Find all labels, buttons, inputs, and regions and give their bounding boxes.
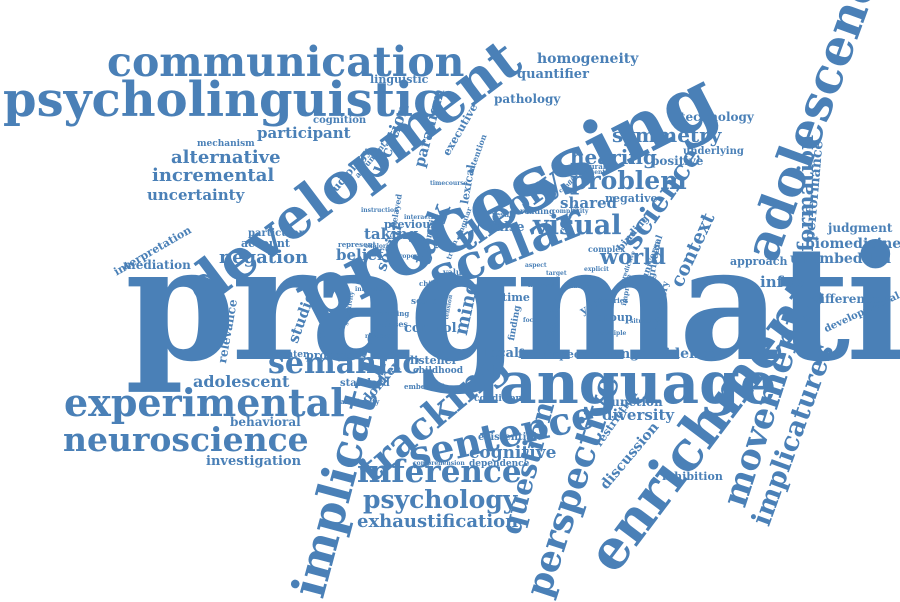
word-child: child bbox=[419, 279, 439, 288]
word-focus: focus bbox=[523, 317, 541, 324]
word-time: time bbox=[502, 291, 530, 304]
word-linguistic: linguistic bbox=[370, 73, 429, 86]
word-theories: theories bbox=[596, 296, 629, 305]
word-value: value bbox=[443, 267, 467, 277]
word-processes: processes bbox=[306, 349, 367, 362]
word-diversity: diversity bbox=[602, 406, 675, 424]
word-speech: speech bbox=[553, 348, 596, 361]
word-explicit: explicit bbox=[584, 266, 609, 273]
word-false: false bbox=[490, 220, 525, 235]
word-experiment: experiment bbox=[567, 169, 606, 176]
word-childhood: childhood bbox=[413, 366, 463, 376]
word-local: local bbox=[484, 346, 519, 361]
word-underlying: underlying bbox=[683, 146, 744, 157]
word-mediation: mediation bbox=[123, 258, 191, 272]
word-negation: negation bbox=[219, 247, 309, 268]
word-target: target bbox=[546, 270, 567, 277]
word-biomedicine: biomedicine bbox=[805, 236, 900, 252]
word-pragmatic: pragmatic bbox=[125, 212, 900, 397]
word-response: response bbox=[365, 333, 396, 340]
word-inhibition: inhibition bbox=[662, 470, 723, 483]
word-change: change bbox=[595, 347, 648, 362]
word-represent: represent bbox=[338, 240, 376, 249]
word-adolescent: adolescent bbox=[193, 372, 290, 391]
word-neuroscience: neuroscience bbox=[63, 420, 309, 459]
word-problem: problem bbox=[570, 166, 687, 195]
word-function: function bbox=[606, 395, 663, 409]
word-biases: biases bbox=[380, 319, 408, 329]
word-psychology: psychology bbox=[363, 485, 518, 514]
word-belief: belief bbox=[336, 246, 384, 264]
word-experimenter: experimenter bbox=[240, 350, 308, 360]
word-difference: difference bbox=[812, 292, 881, 306]
word-experimental: experimental bbox=[64, 380, 345, 425]
word-unembedded: unembedded bbox=[790, 251, 892, 267]
word-account: account bbox=[241, 237, 290, 250]
word-investigation: investigation bbox=[206, 454, 302, 469]
word-timecourse: timecourse bbox=[430, 180, 468, 187]
word-standard: standard bbox=[340, 378, 390, 389]
word-shared: shared bbox=[560, 194, 618, 212]
word-comprehension: comprehension bbox=[413, 460, 465, 467]
word-participant: participant bbox=[257, 124, 351, 142]
word-exploring: exploring bbox=[365, 243, 397, 250]
word-psycholinguistic: psycholinguistic bbox=[3, 72, 443, 128]
word-dependence: dependence bbox=[469, 459, 530, 469]
word-communication: communication bbox=[107, 38, 465, 86]
word-info: info bbox=[760, 273, 794, 291]
word-evidence: evidence bbox=[648, 346, 717, 362]
word-interval: interval bbox=[528, 282, 555, 289]
word-mechanism: mechanism bbox=[197, 139, 255, 149]
word-uncertainty: uncertainty bbox=[147, 186, 245, 204]
word-behavioral: behavioral bbox=[230, 415, 301, 429]
word-approach: approach bbox=[730, 255, 788, 268]
word-result: result bbox=[492, 210, 516, 219]
word-group: group bbox=[596, 311, 633, 324]
word-instruction: instruction bbox=[361, 207, 399, 214]
word-embedded: embedded bbox=[404, 382, 445, 391]
word-cognition: cognition bbox=[313, 115, 367, 126]
word-ambiguity: ambiguity bbox=[340, 397, 380, 406]
word-existential: existential bbox=[478, 432, 537, 443]
word-pathology: pathology bbox=[494, 92, 561, 106]
word-complex: complex bbox=[588, 244, 626, 254]
word-incremental: incremental bbox=[152, 165, 275, 186]
word-technology: technology bbox=[680, 110, 754, 124]
word-symmetry: symmetry bbox=[612, 123, 722, 147]
word-property: property bbox=[395, 253, 424, 260]
word-priming: priming bbox=[378, 309, 410, 318]
word-judgment: judgment bbox=[828, 221, 893, 235]
word-quantifier: quantifier bbox=[517, 67, 589, 82]
word-control: control bbox=[404, 321, 457, 336]
word-homogeneity: homogeneity bbox=[537, 51, 639, 67]
word-alternative: alternative bbox=[171, 147, 281, 168]
word-semantic: semantic bbox=[268, 346, 421, 381]
word-world: world bbox=[600, 244, 666, 269]
word-scale: scale bbox=[411, 297, 437, 307]
word-inference: inference bbox=[357, 454, 522, 490]
word-complexity: complexity bbox=[552, 208, 589, 215]
word-particular: particular bbox=[248, 228, 305, 239]
word-cognitive: cognitive bbox=[469, 443, 557, 463]
word-factor: factor bbox=[518, 347, 559, 361]
word-language: language bbox=[477, 349, 777, 417]
word-nature: nature bbox=[569, 283, 592, 290]
word-aspect: aspect bbox=[525, 262, 547, 269]
word-listener: listener bbox=[410, 354, 458, 367]
word-taking: taking bbox=[364, 225, 419, 243]
word-positive: positive bbox=[651, 154, 704, 168]
word-influence: influence bbox=[355, 286, 387, 293]
word-previous: previous bbox=[384, 218, 437, 231]
word-multiple: multiple bbox=[598, 330, 627, 337]
word-visual: visual bbox=[533, 210, 622, 241]
word-condition: condition bbox=[474, 394, 522, 404]
word-interaction: interaction bbox=[404, 214, 442, 221]
word-negative: negative bbox=[605, 192, 658, 205]
word-structural: structural bbox=[566, 162, 606, 171]
word-exhaustification: exhaustification bbox=[357, 511, 519, 532]
word-situation: situation bbox=[630, 318, 661, 325]
word-hearing: hearing bbox=[570, 145, 657, 169]
word-reading: reading bbox=[520, 206, 555, 216]
